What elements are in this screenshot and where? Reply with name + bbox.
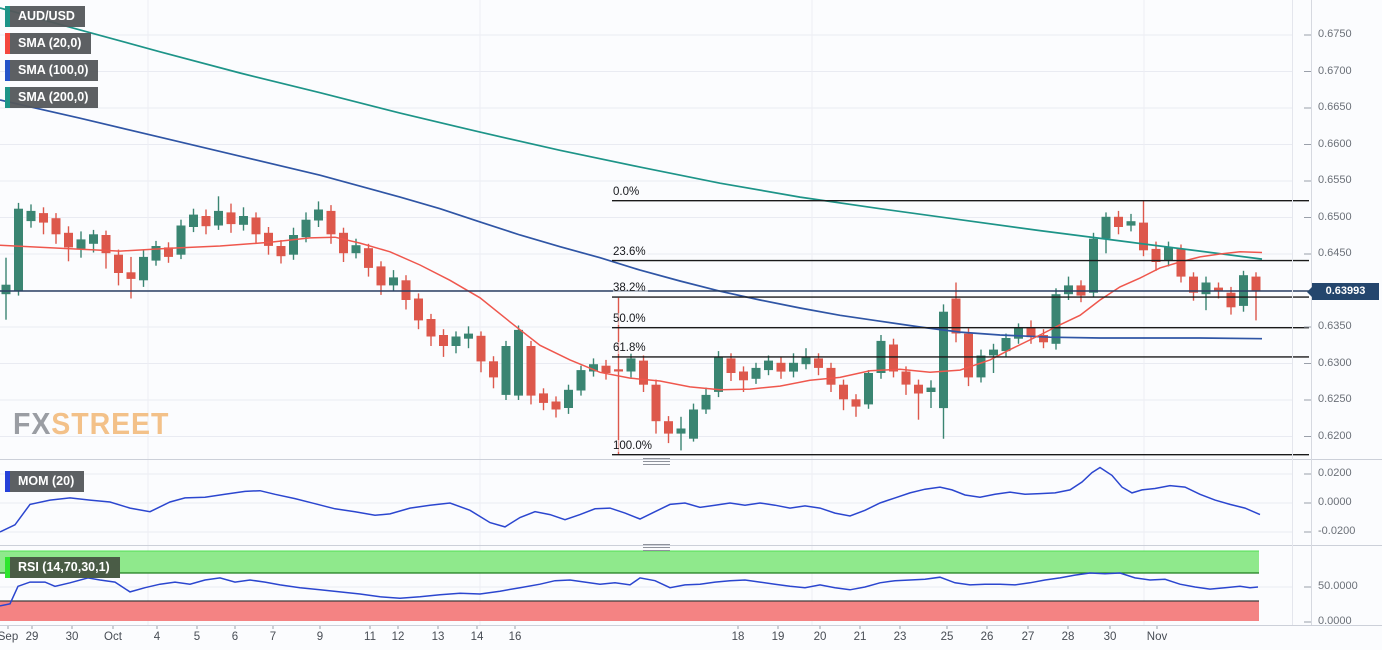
chart-canvas[interactable] [0, 0, 1382, 650]
chart-window: AUD/USD SMA (20,0) SMA (100,0) SMA (200,… [0, 0, 1382, 650]
